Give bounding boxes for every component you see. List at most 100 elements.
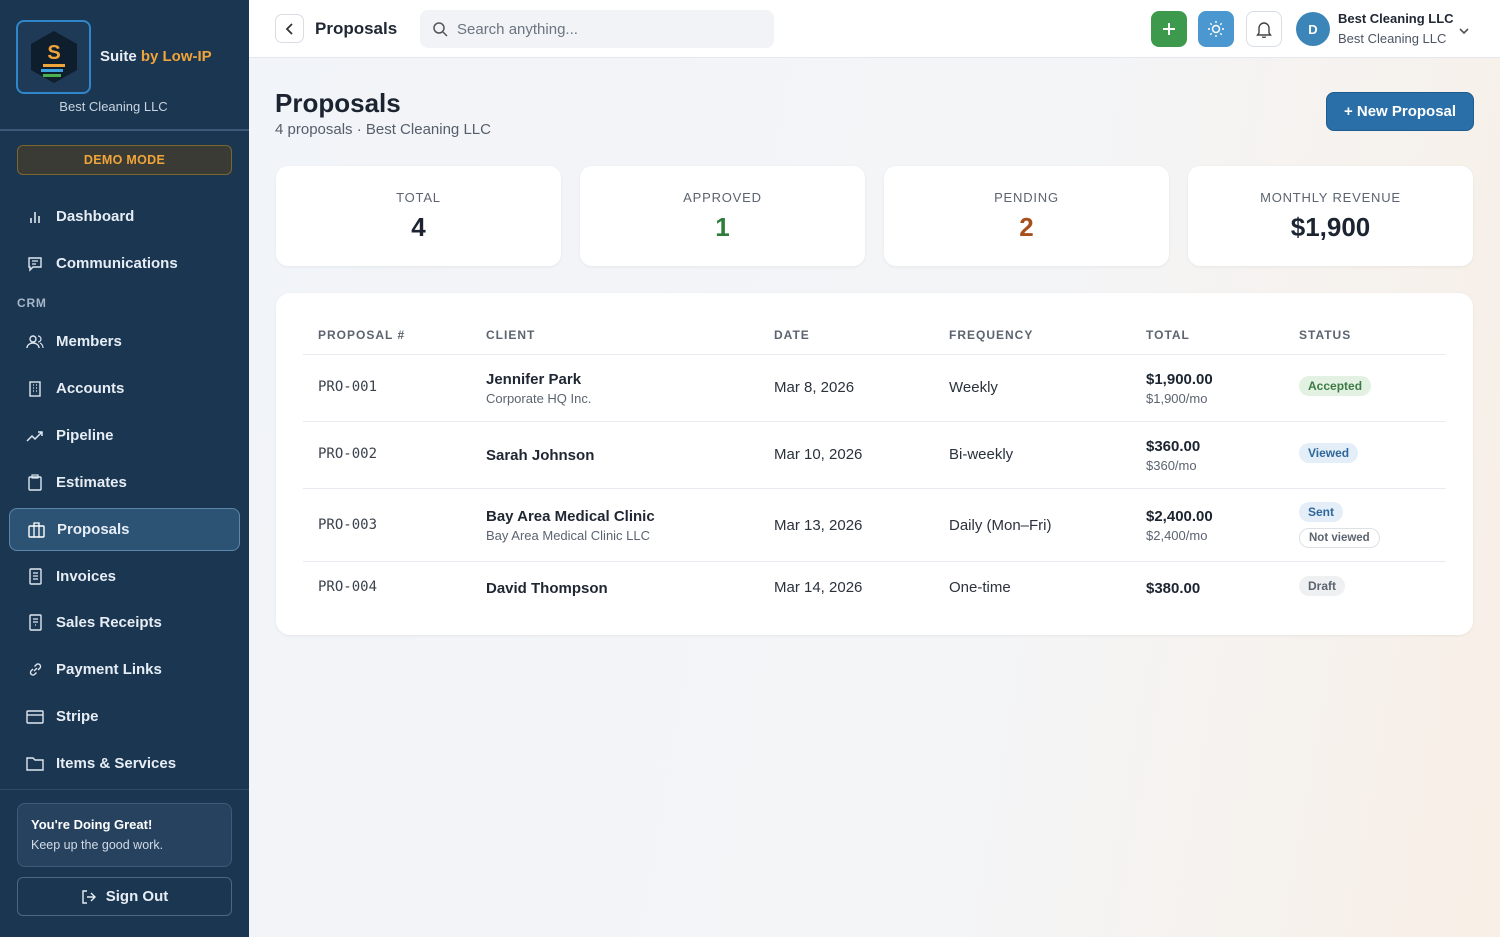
proposal-frequency: Bi-weekly [949, 446, 1014, 463]
column-header-frequency[interactable]: FREQUENCY [949, 328, 1034, 342]
client-company: Bay Area Medical Clinic LLC [486, 528, 651, 543]
account-subtitle: Best Cleaning LLC [1338, 31, 1447, 46]
client-name[interactable]: David Thompson [486, 580, 608, 597]
back-button[interactable] [275, 14, 304, 43]
page-title: Proposals [275, 88, 401, 118]
view-status-badge: Not viewed [1299, 528, 1380, 548]
client-company: Corporate HQ Inc. [486, 391, 592, 406]
sun-icon [1207, 20, 1225, 38]
column-header-status[interactable]: STATUS [1299, 328, 1352, 342]
chevron-down-icon[interactable] [1458, 22, 1470, 40]
app-logo[interactable]: S [16, 20, 91, 94]
search-input[interactable] [457, 20, 757, 38]
svg-text:S: S [47, 42, 60, 64]
sidebar-item-estimates[interactable]: Estimates [9, 461, 240, 504]
top-bar-title: Proposals [315, 19, 398, 38]
proposal-number[interactable]: PRO-004 [318, 579, 378, 595]
proposal-date: Mar 10, 2026 [774, 446, 863, 463]
bell-icon [1256, 21, 1272, 38]
encouragement-subtitle: Keep up the good work. [31, 838, 164, 852]
stat-label: TOTAL [396, 190, 441, 205]
sidebar-item-accounts[interactable]: Accounts [9, 367, 240, 410]
company-name: Best Cleaning LLC [59, 99, 168, 114]
avatar[interactable]: D [1296, 12, 1330, 46]
theme-toggle-button[interactable] [1198, 11, 1234, 47]
trend-icon [25, 426, 45, 446]
sidebar-item-invoices[interactable]: Invoices [9, 555, 240, 598]
sign-out-icon [81, 889, 97, 905]
proposal-number[interactable]: PRO-003 [318, 517, 378, 533]
row-divider [303, 421, 1446, 422]
column-header-total[interactable]: TOTAL [1146, 328, 1190, 342]
stat-card-approved: APPROVED 1 [580, 166, 865, 266]
sign-out-button[interactable]: Sign Out [17, 877, 232, 916]
sidebar-item-label: Items & Services [56, 755, 177, 772]
column-header-client[interactable]: CLIENT [486, 328, 536, 342]
chevron-left-icon [285, 22, 295, 36]
proposal-frequency: Weekly [949, 379, 998, 396]
sidebar-item-proposals[interactable]: Proposals [9, 508, 240, 551]
stat-label: MONTHLY REVENUE [1260, 190, 1401, 205]
sidebar-item-payment-links[interactable]: Payment Links [9, 648, 240, 691]
proposal-total: $1,900.00 [1146, 371, 1213, 388]
sidebar-item-label: Dashboard [56, 208, 135, 225]
plus-icon [1161, 21, 1177, 37]
folder-icon [25, 754, 45, 774]
receipt-icon [25, 613, 45, 633]
proposal-monthly: $1,900/mo [1146, 391, 1208, 406]
proposal-monthly: $2,400/mo [1146, 528, 1208, 543]
users-icon [25, 332, 45, 352]
stat-value: 2 [1019, 212, 1034, 242]
status-badge: Draft [1299, 576, 1346, 596]
sidebar-item-label: Pipeline [56, 427, 114, 444]
account-name[interactable]: Best Cleaning LLC [1338, 11, 1454, 26]
sidebar-item-items-services[interactable]: Items & Services [9, 742, 240, 785]
link-icon [25, 660, 45, 680]
proposal-frequency: Daily (Mon–Fri) [949, 517, 1052, 534]
proposal-total: $360.00 [1146, 438, 1201, 455]
bar-chart-icon [25, 207, 45, 227]
search-box[interactable] [420, 10, 774, 48]
sidebar-item-label: Estimates [56, 474, 127, 491]
sidebar-item-sales-receipts[interactable]: Sales Receipts [9, 601, 240, 644]
sidebar-item-label: Stripe [56, 708, 99, 725]
brand-header: S Suite by Low-IP Best Cleaning LLC [0, 0, 249, 131]
sidebar-item-label: Communications [56, 255, 178, 272]
sidebar-item-label: Sales Receipts [56, 614, 162, 631]
sidebar-item-members[interactable]: Members [9, 320, 240, 363]
stat-card-pending: PENDING 2 [884, 166, 1169, 266]
client-name[interactable]: Bay Area Medical Clinic [486, 508, 655, 525]
encouragement-title: You're Doing Great! [31, 817, 153, 832]
quick-add-button[interactable] [1151, 11, 1187, 47]
stat-label: PENDING [994, 190, 1059, 205]
main-content: Proposals 4 proposals · Best Cleaning LL… [249, 58, 1500, 937]
stat-value: 1 [715, 212, 730, 242]
sidebar-item-dashboard[interactable]: Dashboard [9, 195, 240, 238]
notifications-button[interactable] [1246, 11, 1282, 47]
brand-name: Suite by Low-IP [100, 48, 212, 65]
proposal-total: $380.00 [1146, 580, 1201, 597]
proposal-total: $2,400.00 [1146, 508, 1213, 525]
encouragement-card: You're Doing Great! Keep up the good wor… [17, 803, 232, 867]
proposals-table: PROPOSAL # CLIENT DATE FREQUENCY TOTAL S… [276, 293, 1473, 635]
sidebar-item-pipeline[interactable]: Pipeline [9, 414, 240, 457]
clipboard-icon [25, 473, 45, 493]
sidebar-item-label: Members [56, 333, 122, 350]
new-proposal-button[interactable]: + New Proposal [1326, 92, 1474, 131]
stat-card-monthly-revenue: MONTHLY REVENUE $1,900 [1188, 166, 1473, 266]
client-name[interactable]: Jennifer Park [486, 371, 582, 388]
proposal-monthly: $360/mo [1146, 458, 1197, 473]
sidebar-item-label: Payment Links [56, 661, 162, 678]
sidebar-item-stripe[interactable]: Stripe [9, 695, 240, 738]
column-header-date[interactable]: DATE [774, 328, 810, 342]
status-badge: Sent [1299, 502, 1344, 522]
proposal-number[interactable]: PRO-002 [318, 446, 378, 462]
column-header-proposal-number[interactable]: PROPOSAL # [318, 328, 406, 342]
sidebar-divider [0, 789, 249, 790]
section-label-crm: CRM [17, 296, 47, 310]
client-name[interactable]: Sarah Johnson [486, 447, 595, 464]
card-icon [25, 707, 45, 727]
sidebar-item-communications[interactable]: Communications [9, 242, 240, 285]
proposal-number[interactable]: PRO-001 [318, 379, 378, 395]
proposal-frequency: One-time [949, 579, 1011, 596]
